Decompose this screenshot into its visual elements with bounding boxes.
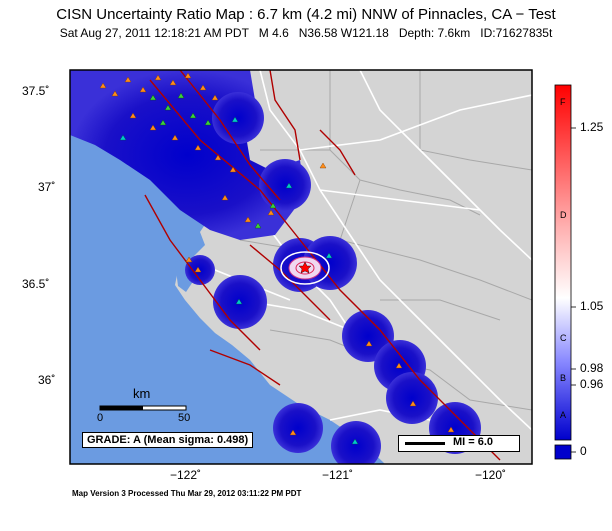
event-id: ID:71627835t — [480, 26, 553, 40]
colorbar-ticks — [571, 127, 576, 453]
map-footer: Map Version 3 Processed Thu Mar 29, 2012… — [72, 489, 302, 498]
colorbar-label-1-05: 1.05 — [580, 299, 604, 313]
lon-label-120: −120˚ — [475, 468, 507, 482]
scalebar-title: km — [133, 386, 151, 401]
grade-letter-c: C — [560, 333, 567, 343]
colorbar-label-1-25: 1.25 — [580, 120, 604, 134]
lat-label-37: 37˚ — [38, 180, 56, 194]
scalebar-end: 50 — [178, 412, 191, 424]
scalebar-start: 0 — [97, 412, 104, 424]
colorbar — [554, 84, 572, 441]
mi-legend-label: MI = 6.0 — [453, 436, 494, 448]
epicenter-region — [280, 251, 330, 285]
epicenter-star-icon — [298, 261, 312, 274]
lat-label-37-5: 37.5˚ — [22, 84, 50, 98]
boundaries — [239, 70, 532, 411]
map-frame — [69, 69, 533, 465]
colorbar-label-0-98: 0.98 — [580, 361, 604, 375]
map-area — [70, 70, 532, 464]
grade-letter-d: D — [560, 210, 567, 220]
event-depth: Depth: 7.6km — [398, 26, 471, 40]
lon-label-122: −122˚ — [170, 468, 202, 482]
faults — [144, 70, 501, 461]
grade-letter-b: B — [560, 373, 567, 383]
scalebar — [99, 405, 187, 411]
stations — [99, 72, 455, 445]
lon-label-121: −121˚ — [322, 468, 354, 482]
event-magnitude: M 4.6 — [258, 26, 289, 40]
event-datetime: Sat Aug 27, 2011 12:18:21 AM PDT — [59, 26, 249, 40]
grade-letter-f: F — [560, 97, 566, 107]
colorbar-label-0: 0 — [580, 444, 587, 458]
mi-legend-line — [405, 442, 445, 445]
grade-letter-a: A — [560, 410, 567, 420]
lat-label-36-5: 36.5˚ — [22, 277, 50, 291]
event-location: N36.58 W121.18 — [298, 26, 389, 40]
grade-box: GRADE: A (Mean sigma: 0.498) — [82, 432, 254, 448]
map-subtitle: Sat Aug 27, 2011 12:18:21 AM PDT M 4.6 N… — [0, 26, 612, 40]
map-title: CISN Uncertainty Ratio Map : 6.7 km (4.2… — [56, 6, 556, 23]
mi-legend: MI = 6.0 — [398, 435, 520, 452]
colorbar-label-0-96: 0.96 — [580, 377, 604, 391]
lat-label-36: 36˚ — [38, 373, 56, 387]
colorbar-zero-swatch — [554, 444, 572, 460]
